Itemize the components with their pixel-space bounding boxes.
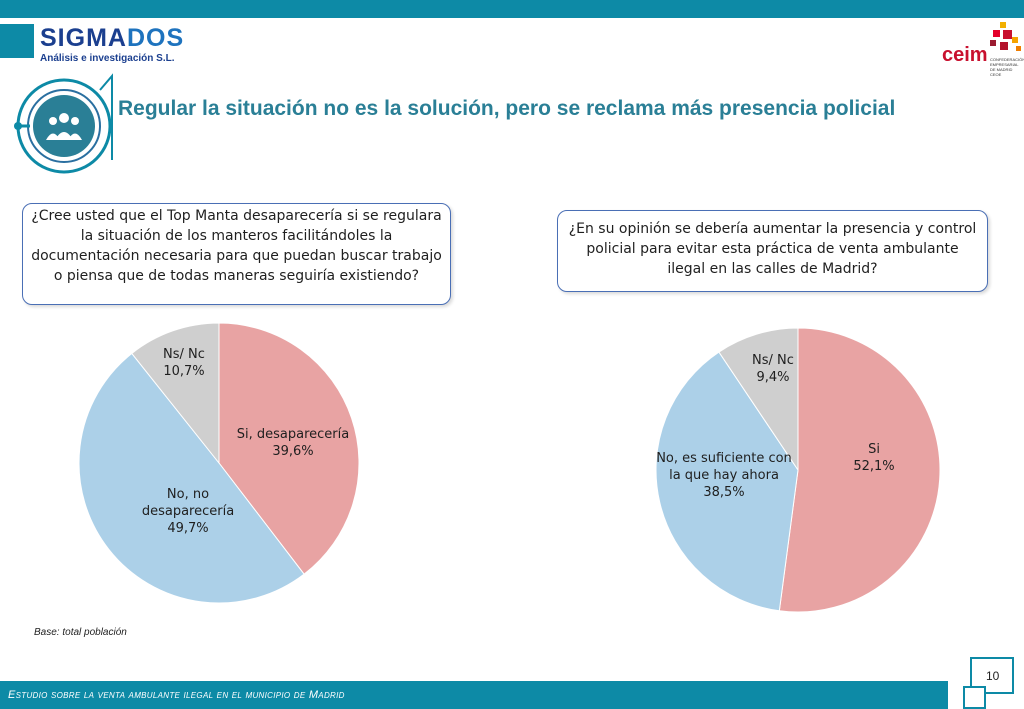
base-note: Base: total población bbox=[34, 627, 127, 638]
ceim-logo-text: CONFEDERACIÓN EMPRESARIAL DE MADRID CEOE bbox=[990, 57, 1024, 77]
question-box-1: ¿Cree usted que el Top Manta desaparecer… bbox=[22, 203, 451, 305]
top-bar bbox=[0, 0, 1024, 18]
pie2-slice-1 bbox=[778, 327, 941, 613]
pie2-label-1: Si 52,1% bbox=[853, 442, 894, 474]
pie-chart-2: Si 52,1% No, es suficiente con la que hay a… bbox=[655, 327, 941, 613]
question-box-2: ¿En su opinión se debería aumentar la pr… bbox=[557, 210, 988, 292]
pie1-label-2: No, no desaparecería 49,7% bbox=[142, 487, 234, 536]
pie-chart-1: Si, desaparecería 39,6%No, no desaparecerí… bbox=[78, 322, 360, 604]
ceim-logo-icon bbox=[990, 22, 1021, 51]
pie2-slice-2 bbox=[655, 351, 799, 612]
question-1-text: ¿Cree usted que el Top Manta desaparecer… bbox=[31, 208, 442, 284]
sigmados-logo: SIGMADOS bbox=[40, 24, 185, 52]
pie1-slice-3 bbox=[131, 322, 220, 465]
pie1-label-3: Ns/ Nc 10,7% bbox=[163, 347, 205, 379]
sigmados-logo-square bbox=[0, 24, 34, 58]
page-title: Regular la situación no es la solución, … bbox=[118, 97, 896, 120]
pie1-label-1: Si, desaparecería 39,6% bbox=[237, 427, 349, 459]
pie1-slice-1 bbox=[218, 322, 360, 575]
pie2-label-2: No, es suficiente con la que hay ahora 38,… bbox=[656, 451, 792, 500]
people-group-icon bbox=[14, 73, 113, 174]
question-2-text: ¿En su opinión se debería aumentar la pr… bbox=[568, 221, 977, 277]
pie1-slice-2 bbox=[78, 352, 305, 604]
ceim-logo: ceim bbox=[942, 44, 988, 66]
page-number: 10 bbox=[986, 669, 1000, 683]
footer-bar bbox=[0, 681, 948, 709]
footer-text: Estudio sobre la venta ambulante ilegal … bbox=[8, 689, 345, 701]
pie2-label-3: Ns/ Nc 9,4% bbox=[752, 353, 794, 385]
pie2-slice-3 bbox=[718, 327, 799, 472]
page-number-decor bbox=[963, 686, 986, 709]
sigmados-subtitle: Análisis e investigación S.L. bbox=[40, 53, 175, 64]
